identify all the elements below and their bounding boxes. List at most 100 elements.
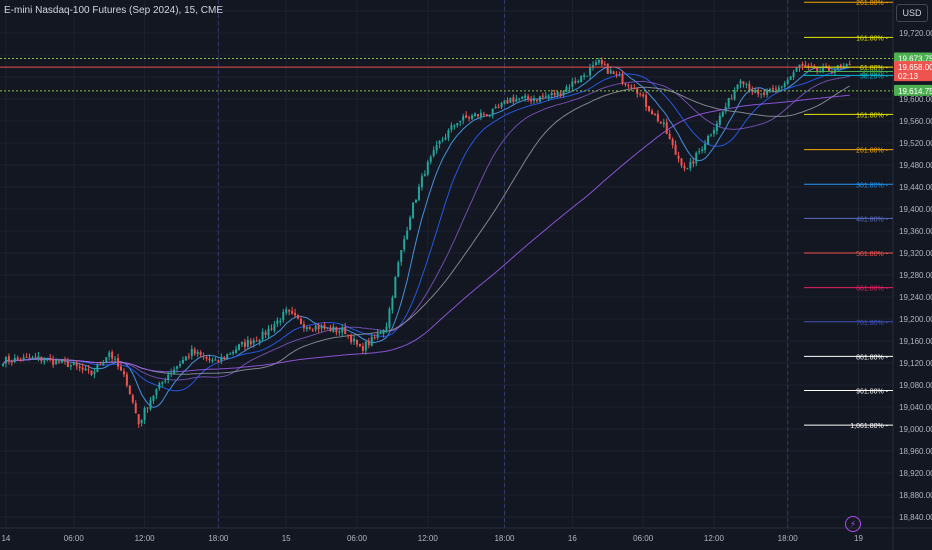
candle-body [285, 309, 288, 313]
fib-label: 38.20% - [860, 73, 889, 80]
x-tick-label: 06:00 [347, 534, 368, 543]
candle-body [34, 357, 37, 359]
candle-body [356, 339, 358, 345]
candle-body [117, 358, 120, 367]
fib-label: 661.80% - [856, 286, 889, 293]
candle-body [479, 112, 482, 117]
candle-body [179, 364, 181, 366]
candle-body [137, 414, 140, 425]
candle-body [412, 202, 415, 219]
candle-body [379, 333, 382, 335]
candle-body [651, 110, 653, 115]
candle-body [249, 340, 252, 345]
candle-body [261, 331, 264, 340]
candle-body [235, 349, 238, 353]
candle-body [167, 374, 170, 380]
candle-body [642, 94, 645, 97]
candle-body [763, 92, 766, 95]
candle-body [335, 327, 338, 333]
candle-body [807, 65, 810, 67]
x-tick-label: 14 [1, 534, 10, 543]
candle-body [506, 100, 509, 104]
ma-line-34 [2, 75, 850, 381]
candle-body [606, 63, 609, 74]
candle-body [769, 89, 771, 91]
candle-body [376, 333, 379, 338]
candle-body [586, 75, 589, 77]
candle-body [515, 99, 518, 102]
candle-body [255, 340, 258, 342]
candle-body [19, 359, 22, 361]
candle-body [146, 407, 149, 409]
candle-body [512, 97, 515, 102]
candle-body [423, 174, 426, 176]
candle-body [58, 361, 61, 363]
candle-body [597, 60, 600, 63]
candle-body [305, 326, 308, 330]
candle-body [120, 366, 122, 371]
candle-body [639, 93, 642, 95]
candle-body [468, 117, 471, 119]
candle-body [134, 403, 137, 414]
countdown-label: 02:13 [898, 72, 919, 81]
candle-body [736, 84, 739, 90]
candle-body [822, 67, 825, 72]
symbol-title[interactable]: E-mini Nasdaq-100 Futures (Sep 2024), 15… [4, 5, 223, 16]
candle-body [93, 371, 96, 375]
candle-body [37, 356, 40, 359]
candle-body [733, 90, 736, 100]
candle-body [592, 65, 594, 68]
lightning-icon[interactable]: ⚡ [845, 516, 861, 532]
candle-body [689, 162, 692, 169]
candle-body [373, 337, 376, 339]
candle-body [565, 86, 568, 92]
candle-body [842, 65, 845, 67]
candle-body [568, 87, 571, 89]
candle-body [603, 64, 606, 66]
x-tick-label: 18:00 [208, 534, 229, 543]
y-tick-label: 18,880.00 [899, 491, 932, 500]
candle-body [158, 383, 161, 389]
candle-body [46, 358, 49, 361]
candle-body [152, 395, 155, 401]
currency-button[interactable]: USD [896, 4, 928, 22]
candle-body [105, 357, 108, 363]
candle-body [173, 369, 176, 374]
candle-body [742, 81, 745, 85]
candle-body [299, 318, 302, 325]
fib-label: 261.80% - [856, 148, 889, 155]
candle-body [541, 95, 544, 97]
candle-body [114, 358, 117, 360]
candle-body [297, 315, 299, 319]
candle-body [385, 326, 388, 331]
candle-body [692, 161, 695, 164]
candle-body [358, 344, 361, 346]
fib-levels: 261.80% - 161.80% - 61.80% -50.00% -38.20%… [804, 0, 893, 430]
candle-body [627, 84, 630, 86]
candle-body [388, 308, 391, 328]
x-tick-label: 12:00 [418, 534, 439, 543]
candle-body [308, 327, 311, 329]
candle-body [680, 158, 683, 166]
candle-body [704, 143, 707, 151]
candle-body [801, 63, 804, 66]
candle-body [662, 122, 665, 125]
candle-body [438, 140, 441, 145]
candle-body [571, 81, 574, 87]
y-tick-label: 19,240.00 [899, 293, 932, 302]
candle-body [462, 116, 465, 121]
candle-body [707, 136, 710, 145]
candle-body [538, 96, 541, 102]
candle-body [155, 389, 158, 396]
candle-body [456, 123, 459, 126]
price-axis-label-text: 19,658.00 [898, 63, 932, 72]
candles [2, 57, 851, 428]
candle-body [350, 334, 353, 343]
candle-body [49, 358, 52, 360]
candle-body [447, 130, 450, 138]
candle-body [252, 340, 255, 344]
candle-body [22, 357, 25, 360]
candle-body [208, 358, 211, 361]
candle-body [845, 63, 848, 67]
